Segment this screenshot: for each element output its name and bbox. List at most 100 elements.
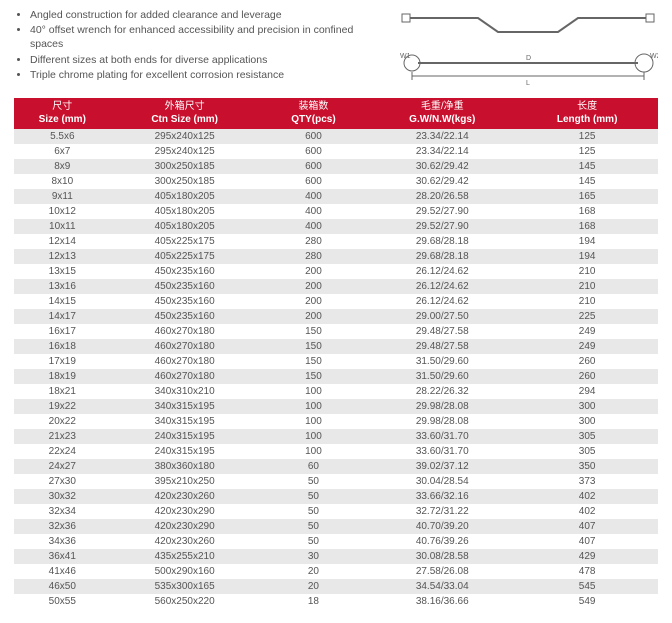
table-row: 13x15450x235x16020026.12/24.62210 bbox=[14, 264, 658, 279]
table-cell: 405x225x175 bbox=[111, 234, 259, 249]
table-cell: 29.48/27.58 bbox=[368, 339, 516, 354]
table-cell: 305 bbox=[516, 429, 658, 444]
table-cell: 32x34 bbox=[14, 504, 111, 519]
table-cell: 27x30 bbox=[14, 474, 111, 489]
table-row: 17x19460x270x18015031.50/29.60260 bbox=[14, 354, 658, 369]
table-cell: 30 bbox=[259, 549, 368, 564]
table-cell: 26.12/24.62 bbox=[368, 264, 516, 279]
table-cell: 10x11 bbox=[14, 219, 111, 234]
table-row: 5.5x6295x240x12560023.34/22.14125 bbox=[14, 129, 658, 144]
table-cell: 300x250x185 bbox=[111, 174, 259, 189]
table-cell: 165 bbox=[516, 189, 658, 204]
table-cell: 478 bbox=[516, 564, 658, 579]
table-cell: 30.62/29.42 bbox=[368, 159, 516, 174]
table-cell: 18x21 bbox=[14, 384, 111, 399]
table-row: 16x17460x270x18015029.48/27.58249 bbox=[14, 324, 658, 339]
table-cell: 380x360x180 bbox=[111, 459, 259, 474]
table-cell: 5.5x6 bbox=[14, 129, 111, 144]
table-cell: 30.08/28.58 bbox=[368, 549, 516, 564]
table-cell: 429 bbox=[516, 549, 658, 564]
table-cell: 200 bbox=[259, 294, 368, 309]
table-cell: 150 bbox=[259, 369, 368, 384]
table-row: 34x36420x230x2605040.76/39.26407 bbox=[14, 534, 658, 549]
table-cell: 38.16/36.66 bbox=[368, 594, 516, 609]
table-header: 尺寸Size (mm)外箱尺寸Ctn Size (mm)装箱数QTY(pcs)毛… bbox=[14, 98, 658, 129]
table-cell: 6x7 bbox=[14, 144, 111, 159]
table-row: 14x17450x235x16020029.00/27.50225 bbox=[14, 309, 658, 324]
table-cell: 23.34/22.14 bbox=[368, 144, 516, 159]
feature-item: Triple chrome plating for excellent corr… bbox=[30, 68, 386, 82]
table-cell: 400 bbox=[259, 204, 368, 219]
table-cell: 300 bbox=[516, 414, 658, 429]
column-header-cn: 外箱尺寸 bbox=[115, 101, 255, 114]
table-cell: 225 bbox=[516, 309, 658, 324]
table-cell: 50x55 bbox=[14, 594, 111, 609]
table-cell: 100 bbox=[259, 414, 368, 429]
table-cell: 29.98/28.08 bbox=[368, 414, 516, 429]
table-cell: 400 bbox=[259, 189, 368, 204]
table-cell: 600 bbox=[259, 174, 368, 189]
table-cell: 150 bbox=[259, 354, 368, 369]
table-cell: 194 bbox=[516, 234, 658, 249]
table-row: 9x11405x180x20540028.20/26.58165 bbox=[14, 189, 658, 204]
table-cell: 40.76/39.26 bbox=[368, 534, 516, 549]
table-cell: 450x235x160 bbox=[111, 279, 259, 294]
table-cell: 34.54/33.04 bbox=[368, 579, 516, 594]
table-cell: 34x36 bbox=[14, 534, 111, 549]
feature-item: Angled construction for added clearance … bbox=[30, 8, 386, 22]
table-cell: 402 bbox=[516, 489, 658, 504]
table-cell: 23.34/22.14 bbox=[368, 129, 516, 144]
table-cell: 21x23 bbox=[14, 429, 111, 444]
table-row: 20x22340x315x19510029.98/28.08300 bbox=[14, 414, 658, 429]
table-cell: 168 bbox=[516, 204, 658, 219]
table-cell: 29.48/27.58 bbox=[368, 324, 516, 339]
table-cell: 12x13 bbox=[14, 249, 111, 264]
table-cell: 168 bbox=[516, 219, 658, 234]
table-cell: 36x41 bbox=[14, 549, 111, 564]
table-row: 6x7295x240x12560023.34/22.14125 bbox=[14, 144, 658, 159]
table-cell: 33.60/31.70 bbox=[368, 444, 516, 459]
table-row: 12x14405x225x17528029.68/28.18194 bbox=[14, 234, 658, 249]
wrench-diagram: W1 W2 L D bbox=[398, 8, 658, 88]
diagram-label-L: L bbox=[526, 80, 530, 87]
table-cell: 150 bbox=[259, 324, 368, 339]
table-cell: 30x32 bbox=[14, 489, 111, 504]
table-cell: 400 bbox=[259, 219, 368, 234]
spec-table: 尺寸Size (mm)外箱尺寸Ctn Size (mm)装箱数QTY(pcs)毛… bbox=[14, 98, 658, 609]
table-row: 10x11405x180x20540029.52/27.90168 bbox=[14, 219, 658, 234]
table-cell: 300x250x185 bbox=[111, 159, 259, 174]
table-cell: 249 bbox=[516, 339, 658, 354]
table-cell: 29.52/27.90 bbox=[368, 219, 516, 234]
table-row: 14x15450x235x16020026.12/24.62210 bbox=[14, 294, 658, 309]
table-cell: 450x235x160 bbox=[111, 294, 259, 309]
table-cell: 535x300x165 bbox=[111, 579, 259, 594]
table-row: 24x27380x360x1806039.02/37.12350 bbox=[14, 459, 658, 474]
table-row: 8x9300x250x18560030.62/29.42145 bbox=[14, 159, 658, 174]
table-cell: 194 bbox=[516, 249, 658, 264]
column-header: 长度Length (mm) bbox=[516, 98, 658, 129]
table-cell: 600 bbox=[259, 159, 368, 174]
table-cell: 24x27 bbox=[14, 459, 111, 474]
table-row: 18x19460x270x18015031.50/29.60260 bbox=[14, 369, 658, 384]
table-cell: 17x19 bbox=[14, 354, 111, 369]
table-cell: 350 bbox=[516, 459, 658, 474]
table-cell: 22x24 bbox=[14, 444, 111, 459]
column-header: 外箱尺寸Ctn Size (mm) bbox=[111, 98, 259, 129]
table-cell: 10x12 bbox=[14, 204, 111, 219]
table-cell: 18x19 bbox=[14, 369, 111, 384]
table-row: 19x22340x315x19510029.98/28.08300 bbox=[14, 399, 658, 414]
table-cell: 39.02/37.12 bbox=[368, 459, 516, 474]
table-row: 8x10300x250x18560030.62/29.42145 bbox=[14, 174, 658, 189]
table-cell: 210 bbox=[516, 279, 658, 294]
table-cell: 41x46 bbox=[14, 564, 111, 579]
table-cell: 46x50 bbox=[14, 579, 111, 594]
table-cell: 50 bbox=[259, 534, 368, 549]
table-cell: 405x180x205 bbox=[111, 204, 259, 219]
table-cell: 29.00/27.50 bbox=[368, 309, 516, 324]
table-cell: 145 bbox=[516, 174, 658, 189]
table-cell: 50 bbox=[259, 504, 368, 519]
table-cell: 33.66/32.16 bbox=[368, 489, 516, 504]
table-cell: 295x240x125 bbox=[111, 144, 259, 159]
column-header-en: G.W/N.W(kgs) bbox=[372, 114, 512, 127]
table-cell: 295x240x125 bbox=[111, 129, 259, 144]
